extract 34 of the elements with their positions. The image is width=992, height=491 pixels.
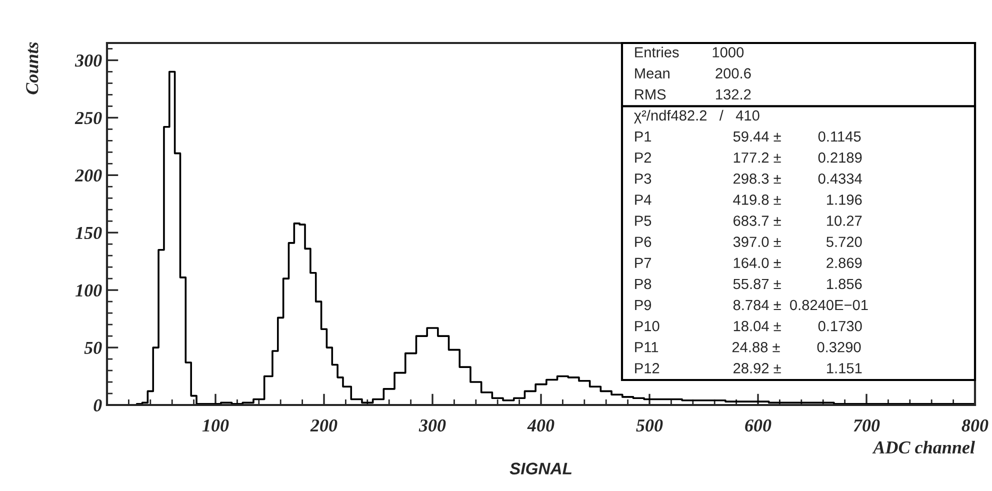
annotation: P2 177.2 ± 0.2189 xyxy=(635,152,862,163)
annotation: P11 24.88 ± 0.3290 xyxy=(635,342,861,352)
x-tick-label: 100 xyxy=(202,419,229,432)
x-tick-label: 400 xyxy=(527,419,554,432)
y-tick-label: 150 xyxy=(75,226,102,240)
annotation: P5 683.7 ± 10.27 xyxy=(635,216,862,226)
annotation: P4 419.8 ± 1.196 xyxy=(635,194,862,205)
annotation: P8 55.87 ± 1.856 xyxy=(635,278,862,290)
x-tick-label: 700 xyxy=(854,419,880,432)
annotation: P12 28.92 ± 1.151 xyxy=(635,363,862,374)
annotation: P3 298.3 ± 0.4334 xyxy=(635,173,862,184)
x-axis-title: ADC channel xyxy=(872,440,975,454)
text: SIGNAL xyxy=(510,462,572,474)
y-tick-label: 50 xyxy=(84,342,102,354)
annotation: Mean 200.6 xyxy=(635,68,751,79)
annotation: P9 8.784 ± 0.8240E−01 xyxy=(635,300,868,310)
y-tick-label: 250 xyxy=(74,112,102,124)
annotation: χ²/ndf482.2 / 410 xyxy=(634,110,760,124)
annotation: P10 18.04 ± 0.1730 xyxy=(635,320,862,332)
x-tick-label: 600 xyxy=(745,419,772,432)
x-tick-label: 800 xyxy=(962,419,988,432)
annotation: P7 164.0 ± 2.869 xyxy=(635,258,862,268)
y-tick-label: 0 xyxy=(94,399,102,412)
y-tick-label: 100 xyxy=(75,284,102,297)
x-tick-label: 500 xyxy=(636,419,663,432)
annotation: Entries 1000 xyxy=(635,46,744,58)
x-tick-label: 200 xyxy=(310,419,338,432)
x-tick-label: 300 xyxy=(418,419,446,432)
y-tick-label: 200 xyxy=(74,169,102,182)
annotation: P6 397.0 ± 5.720 xyxy=(635,236,862,248)
annotation: P1 59.44 ± 0.1145 xyxy=(635,131,861,142)
y-axis-title: Counts xyxy=(26,42,38,94)
annotation: RMS 132.2 xyxy=(635,89,751,100)
y-tick-label: 300 xyxy=(74,54,102,67)
